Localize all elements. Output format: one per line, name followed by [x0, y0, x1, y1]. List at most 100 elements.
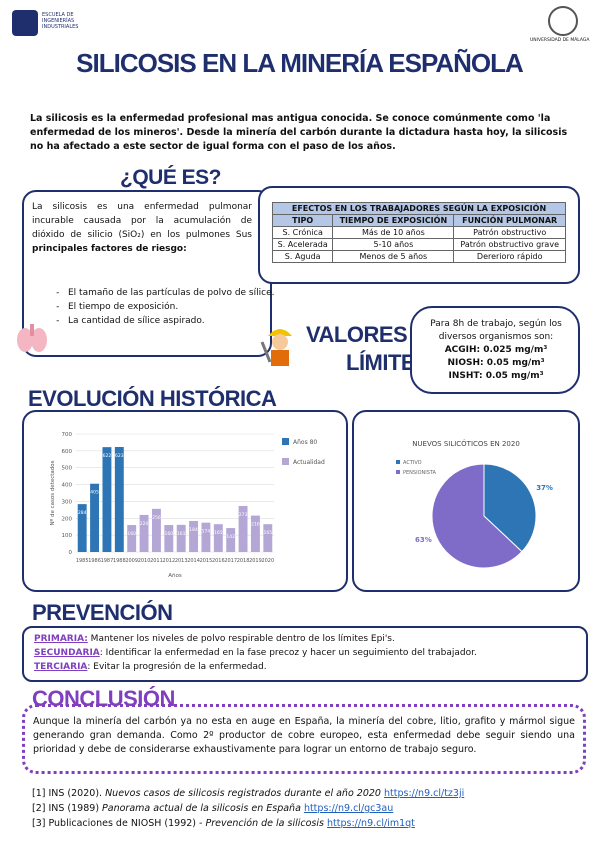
legend-swatch: [396, 470, 400, 474]
list-item: La cantidad de sílice aspirado.: [68, 314, 278, 328]
x-tick-label: 1986: [88, 558, 101, 564]
x-tick-label: 2019: [249, 558, 262, 564]
x-tick-label: 2011: [150, 558, 163, 564]
legend-label: ACTIVO: [403, 460, 422, 466]
x-tick-label: 2020: [261, 558, 274, 564]
references: [1] INS (2020). Nuevos casos de silicosi…: [32, 786, 464, 831]
bar: [127, 525, 137, 552]
x-tick-label: 2017: [224, 558, 237, 564]
bar-chart: 0 100 200 300 400 500 600 700 Nº de casos detect…: [49, 432, 325, 579]
y-tick-label: 100: [62, 533, 73, 539]
heading: ¿QUÉ ES?: [116, 166, 226, 190]
y-tick-label: 500: [62, 466, 73, 472]
x-tick-label: 1987: [101, 558, 114, 564]
y-tick-label: 200: [62, 516, 73, 522]
ref-title: Nuevos casos de silicosis registrados du…: [105, 788, 381, 799]
value-label: 284: [78, 510, 87, 516]
prevention-box: PRIMARIA: Mantener los niveles de polvo …: [22, 626, 588, 682]
heading: VALORES: [306, 322, 408, 347]
legend-swatch: [396, 460, 400, 464]
x-tick-label: 2018: [237, 558, 250, 564]
bar: [114, 446, 124, 552]
value-label: 184: [189, 527, 198, 533]
value-label: 405: [90, 490, 99, 496]
x-tick-label: 1985: [76, 558, 89, 564]
value-label: 165: [264, 530, 273, 536]
cell: Menos de 5 años: [332, 250, 455, 263]
effects-table: EFECTOS EN LOS TRABAJADORES SEGÚN LA EXP…: [271, 202, 566, 263]
cell: Patrón obstructivo: [453, 226, 566, 239]
conclusion-text: Aunque la minería del carbón ya no esta …: [33, 716, 575, 755]
y-tick-label: 0: [69, 550, 73, 556]
text: Mantener los niveles de polvo respirable…: [87, 634, 395, 644]
bar: [250, 515, 260, 552]
bar: [213, 524, 223, 552]
bar: [226, 528, 236, 552]
chart-title: NUEVOS SILICÓTICOS EN 2020: [412, 439, 520, 448]
legend-swatch: [282, 438, 289, 445]
value-label: 142: [226, 534, 235, 540]
label: TERCIARIA: [34, 662, 88, 672]
ref-label: [2] INS (1989): [32, 803, 103, 814]
list-item: El tamaño de las partículas de polvo de …: [68, 286, 278, 300]
que-es-text: La silicosis es una enfermedad pulmonar …: [32, 200, 252, 256]
text: NIOSH: 0.05 mg/m³: [447, 358, 545, 368]
bar: [90, 483, 100, 552]
logo: [12, 10, 38, 36]
ref-link[interactable]: https://n9.cl/tz3ji: [384, 788, 465, 799]
value-label: 160: [127, 531, 136, 537]
value-label: 273: [239, 512, 248, 518]
legend-swatch: [282, 458, 289, 465]
bar: [164, 525, 174, 552]
text: Para 8h de trabajo, según los diversos o…: [430, 319, 562, 342]
school: ESCUELA DE INGENIERÍAS INDUSTRIALES: [42, 12, 79, 30]
ref-label: [1] INS (2020).: [32, 788, 106, 799]
value-label: 63%: [415, 536, 432, 544]
lungs-icon: [17, 324, 47, 352]
pie-slice: [431, 463, 523, 569]
legend-label: Actualidad: [293, 459, 325, 466]
value-label: 174: [202, 529, 211, 535]
cell: Más de 10 años: [332, 226, 455, 239]
que-es-box: La silicosis es una enfermedad pulmonar …: [22, 190, 274, 357]
bar: [139, 514, 149, 552]
limits-box: Para 8h de trabajo, según los diversos o…: [410, 306, 580, 394]
pie-slice: [483, 463, 537, 553]
text: La silicosis es una enfermedad pulmonar …: [32, 202, 252, 240]
university: UNIVERSIDAD DE MÁLAGA: [530, 38, 590, 43]
x-tick-label: 2016: [212, 558, 225, 564]
value-label: 161: [177, 531, 186, 537]
text: INSHT: 0.05 mg/m³: [448, 371, 544, 381]
text: : Evitar la progresión de la enfermedad.: [87, 662, 267, 672]
value-label: 160: [165, 531, 174, 537]
legend-label: PENSIONISTA: [403, 470, 437, 476]
ref-title: Panorama actual de la silicosis en Españ…: [102, 803, 301, 814]
bar: [189, 520, 199, 552]
bar: [151, 508, 161, 552]
bar-chart-box: 0 100 200 300 400 500 600 700 Nº de casos detect…: [22, 410, 348, 592]
th: TIPO: [271, 214, 334, 227]
ref-title: Prevención de la silicosis: [205, 818, 324, 829]
limits: Para 8h de trabajo, según los diversos o…: [422, 318, 570, 383]
cell: Patrón obstructivo grave: [453, 238, 566, 251]
x-tick-label: 2014: [187, 558, 200, 564]
x-tick-label: 1988: [113, 558, 126, 564]
ref-link[interactable]: https://n9.cl/im1qt: [327, 818, 415, 829]
list-item: El tiempo de exposición.: [68, 300, 278, 314]
cell: S. Aguda: [271, 250, 334, 263]
bar: [102, 447, 112, 552]
th: FUNCIÓN PULMONAR: [453, 214, 566, 227]
y-tick-label: 400: [62, 483, 73, 489]
ref-link[interactable]: https://n9.cl/gc3au: [303, 803, 394, 814]
y-tick-label: 300: [62, 499, 73, 505]
title: SILICOSIS EN LA MINERÍA ESPAÑOLA: [76, 48, 524, 78]
pie-chart-box: NUEVOS SILICÓTICOS EN 2020 37% ACTIVO 63% PE…: [352, 410, 580, 592]
intro: La silicosis es la enfermedad profesiona…: [30, 113, 568, 152]
bar: [201, 522, 211, 552]
value-label: 256: [152, 515, 161, 521]
label: PRIMARIA:: [34, 634, 88, 644]
worker-icon: [260, 329, 292, 366]
cell: Dererioro rápido: [453, 250, 566, 263]
y-tick-label: 600: [62, 449, 73, 455]
